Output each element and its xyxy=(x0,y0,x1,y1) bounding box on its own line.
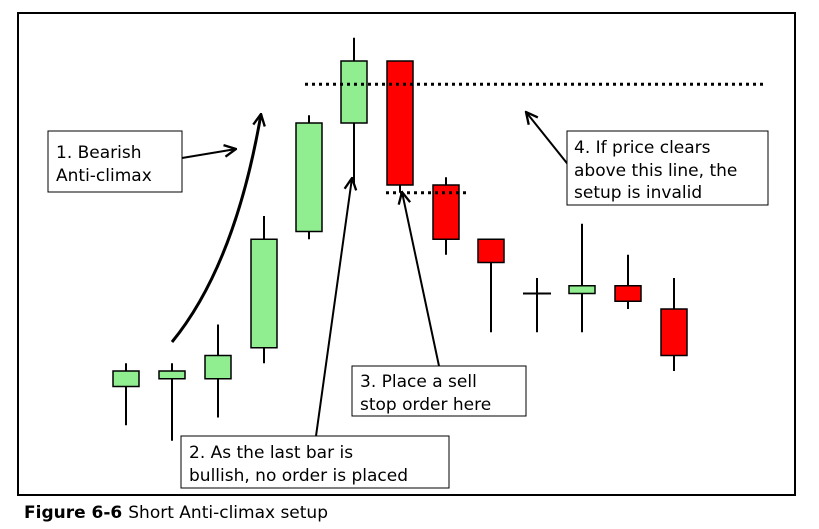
candle-body xyxy=(295,122,323,233)
candle xyxy=(340,37,368,185)
candle-body xyxy=(204,354,232,380)
arrow-3 xyxy=(402,192,440,367)
candle-body xyxy=(614,285,642,302)
candle-body xyxy=(158,370,186,380)
figure-caption-label: Figure 6-6 xyxy=(24,503,123,523)
candle xyxy=(568,223,596,333)
annotation-2-line-2: bullish, no order is placed xyxy=(189,466,408,486)
candle xyxy=(386,60,414,193)
candle-body xyxy=(477,238,505,264)
annotation-4-line-3: setup is invalid xyxy=(574,183,702,203)
bearish-momentum-arrow xyxy=(170,114,261,343)
candle-body xyxy=(340,60,368,124)
candlestick-series xyxy=(112,37,688,441)
candle-body xyxy=(112,370,140,388)
candle xyxy=(660,278,688,371)
candle xyxy=(158,363,186,441)
arrow-4 xyxy=(526,112,571,168)
annotation-1: 1. Bearish Anti-climax xyxy=(47,130,183,193)
candle-body xyxy=(250,238,278,349)
candle-body xyxy=(568,285,596,295)
annotation-4-line-1: 4. If price clears xyxy=(574,138,711,158)
candle xyxy=(523,278,551,333)
annotation-1-line-1: 1. Bearish xyxy=(56,143,142,163)
candle xyxy=(295,115,323,240)
arrow-1 xyxy=(181,149,236,159)
candle xyxy=(477,238,505,333)
arrow-2 xyxy=(315,178,352,437)
annotation-1-line-2: Anti-climax xyxy=(56,166,152,186)
annotation-3: 3. Place a sell stop order here xyxy=(351,365,527,417)
annotation-2-line-1: 2. As the last bar is xyxy=(189,443,353,463)
figure-caption-text: Short Anti-climax setup xyxy=(128,503,328,523)
annotation-3-line-1: 3. Place a sell xyxy=(360,372,477,392)
annotation-3-line-2: stop order here xyxy=(360,395,491,415)
candle xyxy=(250,216,278,364)
annotation-4: 4. If price clears above this line, the … xyxy=(566,130,769,206)
candle xyxy=(112,363,140,426)
annotation-4-line-2: above this line, the xyxy=(574,161,737,181)
candle-body xyxy=(386,60,414,186)
candle xyxy=(614,254,642,309)
figure-caption: Figure 6-6 Short Anti-climax setup xyxy=(24,503,328,523)
annotation-2: 2. As the last bar is bullish, no order … xyxy=(180,435,450,489)
candle-body xyxy=(660,308,688,357)
candle xyxy=(204,324,232,418)
